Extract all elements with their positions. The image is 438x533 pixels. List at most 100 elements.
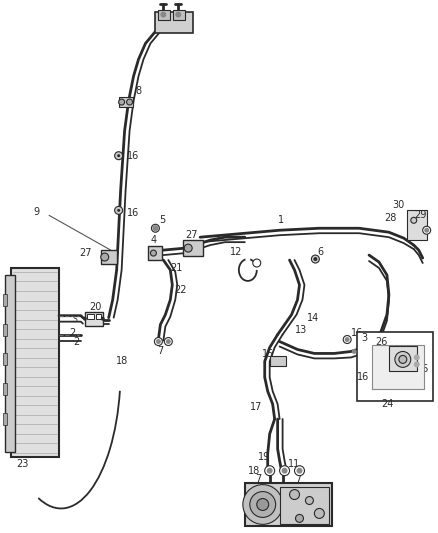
Bar bbox=[5, 275, 15, 452]
Circle shape bbox=[282, 468, 288, 474]
Circle shape bbox=[279, 466, 290, 475]
Bar bbox=[183, 240, 203, 256]
Circle shape bbox=[117, 154, 120, 157]
Bar bbox=[85, 312, 103, 326]
Bar bbox=[4, 383, 7, 395]
Circle shape bbox=[101, 253, 109, 261]
Text: 30: 30 bbox=[392, 200, 404, 211]
Circle shape bbox=[175, 12, 181, 18]
Text: S: S bbox=[73, 315, 78, 324]
Circle shape bbox=[290, 490, 300, 499]
Circle shape bbox=[423, 226, 431, 234]
Circle shape bbox=[343, 336, 351, 343]
Bar bbox=[407, 211, 427, 240]
Circle shape bbox=[399, 356, 407, 364]
Circle shape bbox=[257, 498, 268, 511]
Circle shape bbox=[184, 244, 192, 252]
Circle shape bbox=[253, 259, 261, 267]
Circle shape bbox=[296, 514, 304, 522]
Circle shape bbox=[156, 339, 161, 344]
Text: 17: 17 bbox=[250, 402, 262, 412]
Circle shape bbox=[119, 99, 124, 105]
Bar bbox=[245, 482, 332, 527]
Bar bbox=[148, 246, 162, 260]
Bar bbox=[389, 346, 417, 372]
Circle shape bbox=[250, 491, 276, 518]
Bar bbox=[4, 324, 7, 336]
Text: 16: 16 bbox=[127, 151, 139, 161]
Text: 24: 24 bbox=[381, 399, 393, 409]
Circle shape bbox=[83, 317, 87, 321]
Bar bbox=[173, 10, 185, 20]
Circle shape bbox=[352, 349, 357, 354]
Text: 9: 9 bbox=[33, 207, 39, 217]
Circle shape bbox=[166, 339, 171, 344]
Text: 6: 6 bbox=[318, 247, 324, 257]
Bar bbox=[279, 487, 329, 524]
Circle shape bbox=[127, 99, 133, 105]
Text: 18: 18 bbox=[116, 357, 128, 366]
Text: 2: 2 bbox=[69, 328, 75, 337]
Bar bbox=[155, 12, 193, 34]
Text: 20: 20 bbox=[89, 302, 101, 312]
Bar bbox=[372, 344, 424, 389]
Circle shape bbox=[305, 497, 314, 504]
Text: 14: 14 bbox=[307, 313, 320, 322]
Bar bbox=[11, 268, 59, 457]
Bar bbox=[87, 314, 94, 319]
Text: 8: 8 bbox=[135, 86, 141, 96]
Text: 28: 28 bbox=[384, 213, 396, 223]
Text: 5: 5 bbox=[159, 215, 166, 225]
Bar bbox=[101, 250, 117, 264]
Text: 21: 21 bbox=[170, 263, 183, 273]
Text: 27: 27 bbox=[79, 248, 92, 258]
Circle shape bbox=[414, 361, 420, 367]
Circle shape bbox=[101, 317, 105, 321]
Text: 26: 26 bbox=[375, 336, 387, 346]
Text: 29: 29 bbox=[414, 211, 426, 220]
Bar bbox=[4, 294, 7, 306]
Text: 27: 27 bbox=[185, 230, 198, 240]
Circle shape bbox=[311, 255, 319, 263]
Text: 3: 3 bbox=[361, 333, 367, 343]
Circle shape bbox=[152, 224, 159, 232]
Text: 4: 4 bbox=[150, 235, 156, 245]
Bar bbox=[159, 10, 170, 20]
Bar bbox=[357, 332, 433, 401]
Text: 7: 7 bbox=[157, 346, 164, 357]
Text: 23: 23 bbox=[16, 459, 28, 469]
Circle shape bbox=[115, 206, 123, 214]
Circle shape bbox=[294, 466, 304, 475]
Text: 25: 25 bbox=[417, 365, 429, 374]
Circle shape bbox=[115, 152, 123, 160]
Circle shape bbox=[152, 225, 159, 231]
Circle shape bbox=[314, 508, 324, 519]
Text: 2: 2 bbox=[73, 336, 79, 346]
Bar bbox=[4, 413, 7, 425]
Circle shape bbox=[117, 209, 120, 212]
Bar bbox=[4, 353, 7, 365]
Circle shape bbox=[414, 354, 420, 360]
Circle shape bbox=[164, 337, 172, 345]
Text: 15: 15 bbox=[262, 350, 274, 359]
Text: 7: 7 bbox=[255, 474, 261, 483]
Text: 13: 13 bbox=[294, 325, 307, 335]
Circle shape bbox=[155, 337, 162, 345]
Text: 18: 18 bbox=[248, 466, 260, 475]
Bar bbox=[96, 314, 101, 319]
Bar bbox=[270, 357, 286, 366]
Circle shape bbox=[314, 257, 318, 261]
Text: 12: 12 bbox=[230, 247, 242, 257]
Circle shape bbox=[345, 337, 350, 342]
Bar bbox=[119, 97, 133, 107]
Text: 16: 16 bbox=[127, 208, 139, 219]
Text: 16: 16 bbox=[351, 328, 364, 337]
Circle shape bbox=[243, 484, 283, 524]
Text: 22: 22 bbox=[174, 285, 187, 295]
Circle shape bbox=[297, 468, 303, 474]
Circle shape bbox=[424, 228, 429, 233]
Circle shape bbox=[395, 351, 411, 367]
Circle shape bbox=[150, 250, 156, 256]
Text: 1: 1 bbox=[278, 215, 284, 225]
Text: 7: 7 bbox=[296, 474, 302, 483]
